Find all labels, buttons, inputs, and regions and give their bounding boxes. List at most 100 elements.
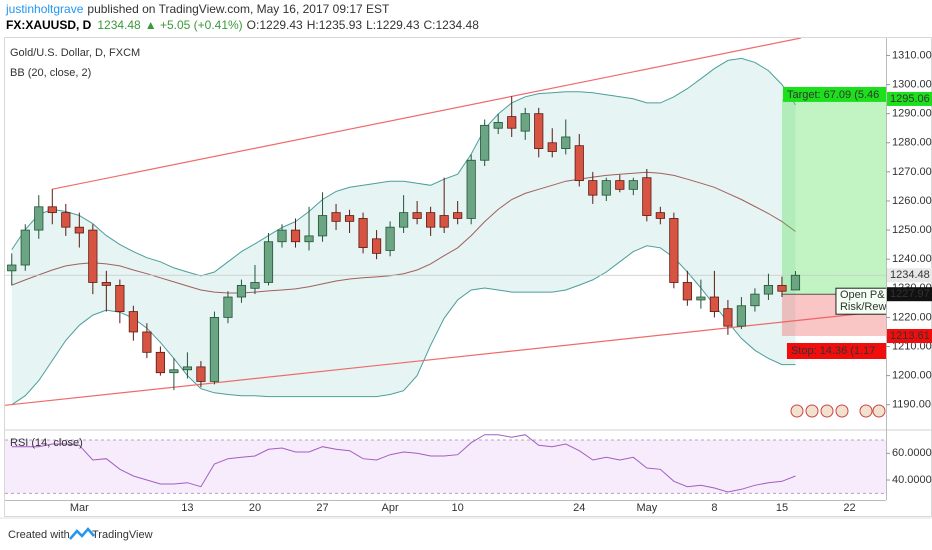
info-box	[835, 287, 886, 315]
candle-body	[182, 366, 193, 371]
event-flag[interactable]	[805, 404, 819, 418]
y-tick-label: 40.0000	[892, 474, 932, 486]
candle-body	[169, 369, 179, 374]
x-tick-label: 10	[452, 502, 464, 514]
candle-body	[750, 293, 760, 307]
x-tick-label: 13	[181, 502, 193, 514]
candle-body	[547, 142, 557, 152]
candle-body	[574, 145, 584, 182]
candle-body	[317, 215, 328, 237]
x-tick-label: Mar	[70, 502, 89, 514]
candle-body	[777, 284, 787, 292]
event-flag[interactable]	[859, 404, 873, 418]
candle-body	[534, 113, 544, 149]
y-tick-label: 1260.00	[892, 195, 932, 207]
candle-body	[385, 226, 395, 251]
candle-body	[682, 282, 692, 301]
candle-body	[236, 284, 247, 298]
candle-body	[34, 206, 44, 231]
high: H:1235.93	[307, 18, 363, 32]
candle-body	[196, 366, 206, 382]
last: 1234.48	[97, 18, 141, 32]
candle-body	[480, 124, 490, 161]
candle-body	[696, 296, 706, 301]
candle-body	[88, 229, 98, 283]
event-flag[interactable]	[790, 404, 804, 418]
candle-body	[344, 215, 355, 222]
candle-body	[642, 177, 652, 216]
author[interactable]: justinholtgrave	[5, 2, 84, 16]
bb-basis	[11, 171, 796, 294]
low: L:1229.43	[366, 18, 420, 32]
event-flag[interactable]	[835, 404, 849, 418]
candle-body	[61, 212, 71, 228]
info-text: Open P&	[840, 289, 885, 301]
rsi-band	[5, 440, 886, 494]
bb-upper	[11, 57, 796, 277]
candle-body	[709, 296, 719, 312]
candle-body	[493, 122, 503, 129]
candle-body	[628, 180, 638, 190]
candle-body	[20, 229, 30, 266]
price-tag	[887, 268, 932, 283]
candle-body	[588, 180, 598, 196]
y-tick-label: 1240.00	[892, 253, 932, 265]
y-tick-label: 1190.00	[892, 399, 931, 411]
event-flag[interactable]	[872, 404, 886, 418]
candle-body	[155, 351, 165, 374]
candle-body	[399, 212, 409, 228]
info-text: Risk/Rew	[840, 301, 887, 313]
x-tick-label: 8	[711, 502, 717, 514]
footer-brand[interactable]: TradingView	[92, 529, 153, 541]
candle-body	[277, 229, 287, 243]
chart-title: Gold/U.S. Dollar, D, FXCM	[10, 47, 140, 59]
y-tick-label: 1290.00	[892, 108, 932, 120]
x-tick-label: 24	[573, 502, 585, 514]
event-flag[interactable]	[820, 404, 834, 418]
y-tick-label: 1300.00	[892, 78, 932, 90]
candle-body	[101, 282, 111, 286]
candle-body	[47, 206, 57, 214]
candle-body	[331, 212, 341, 222]
candle-body	[115, 284, 125, 312]
target-label-box	[782, 86, 886, 102]
candle-body	[655, 212, 665, 219]
published: published on TradingView.com, May 16, 20…	[87, 2, 390, 16]
candle-body	[304, 235, 314, 243]
open: O:1229.43	[247, 18, 303, 32]
candle-body	[263, 241, 274, 283]
target-label: Target: 67.09 (5.46	[787, 89, 879, 101]
target-zone	[781, 98, 886, 295]
candle-body	[601, 180, 611, 196]
x-tick-label: 22	[843, 502, 855, 514]
candle-body	[426, 212, 436, 228]
candle-body	[507, 116, 517, 129]
candle-body	[723, 308, 733, 327]
symbol-line: FX:XAUUSD, D 1234.48 ▲ +5.05 (+0.41%) O:122…	[6, 18, 479, 32]
y-tick-label: 1280.00	[892, 137, 932, 149]
candle-body	[290, 229, 301, 243]
change: ▲ +5.05 (+0.41%)	[145, 18, 243, 32]
candle-body	[223, 296, 233, 318]
candle-body	[250, 282, 260, 289]
x-tick-label: 15	[776, 502, 788, 514]
event-flags[interactable]	[790, 404, 886, 418]
footer-created: Created with	[8, 529, 70, 541]
x-tick-label: May	[636, 502, 657, 514]
candle-body	[128, 311, 138, 333]
candle-body	[790, 274, 801, 291]
candle-body	[7, 264, 17, 272]
candle-body	[466, 159, 476, 219]
y-tick-label: 1210.00	[892, 340, 932, 352]
candle-body	[412, 212, 422, 219]
y-tick-label: 1310.00	[892, 49, 932, 61]
indicator-title: BB (20, close, 2)	[10, 67, 91, 79]
trend-line	[51, 38, 801, 190]
price-tag	[887, 287, 932, 302]
price-tag-label: 1295.06	[890, 93, 930, 105]
candle-body	[358, 218, 368, 248]
candle-body	[561, 136, 571, 149]
price-tag-label: 1227.97	[890, 288, 930, 300]
x-tick-label: Apr	[382, 502, 399, 514]
